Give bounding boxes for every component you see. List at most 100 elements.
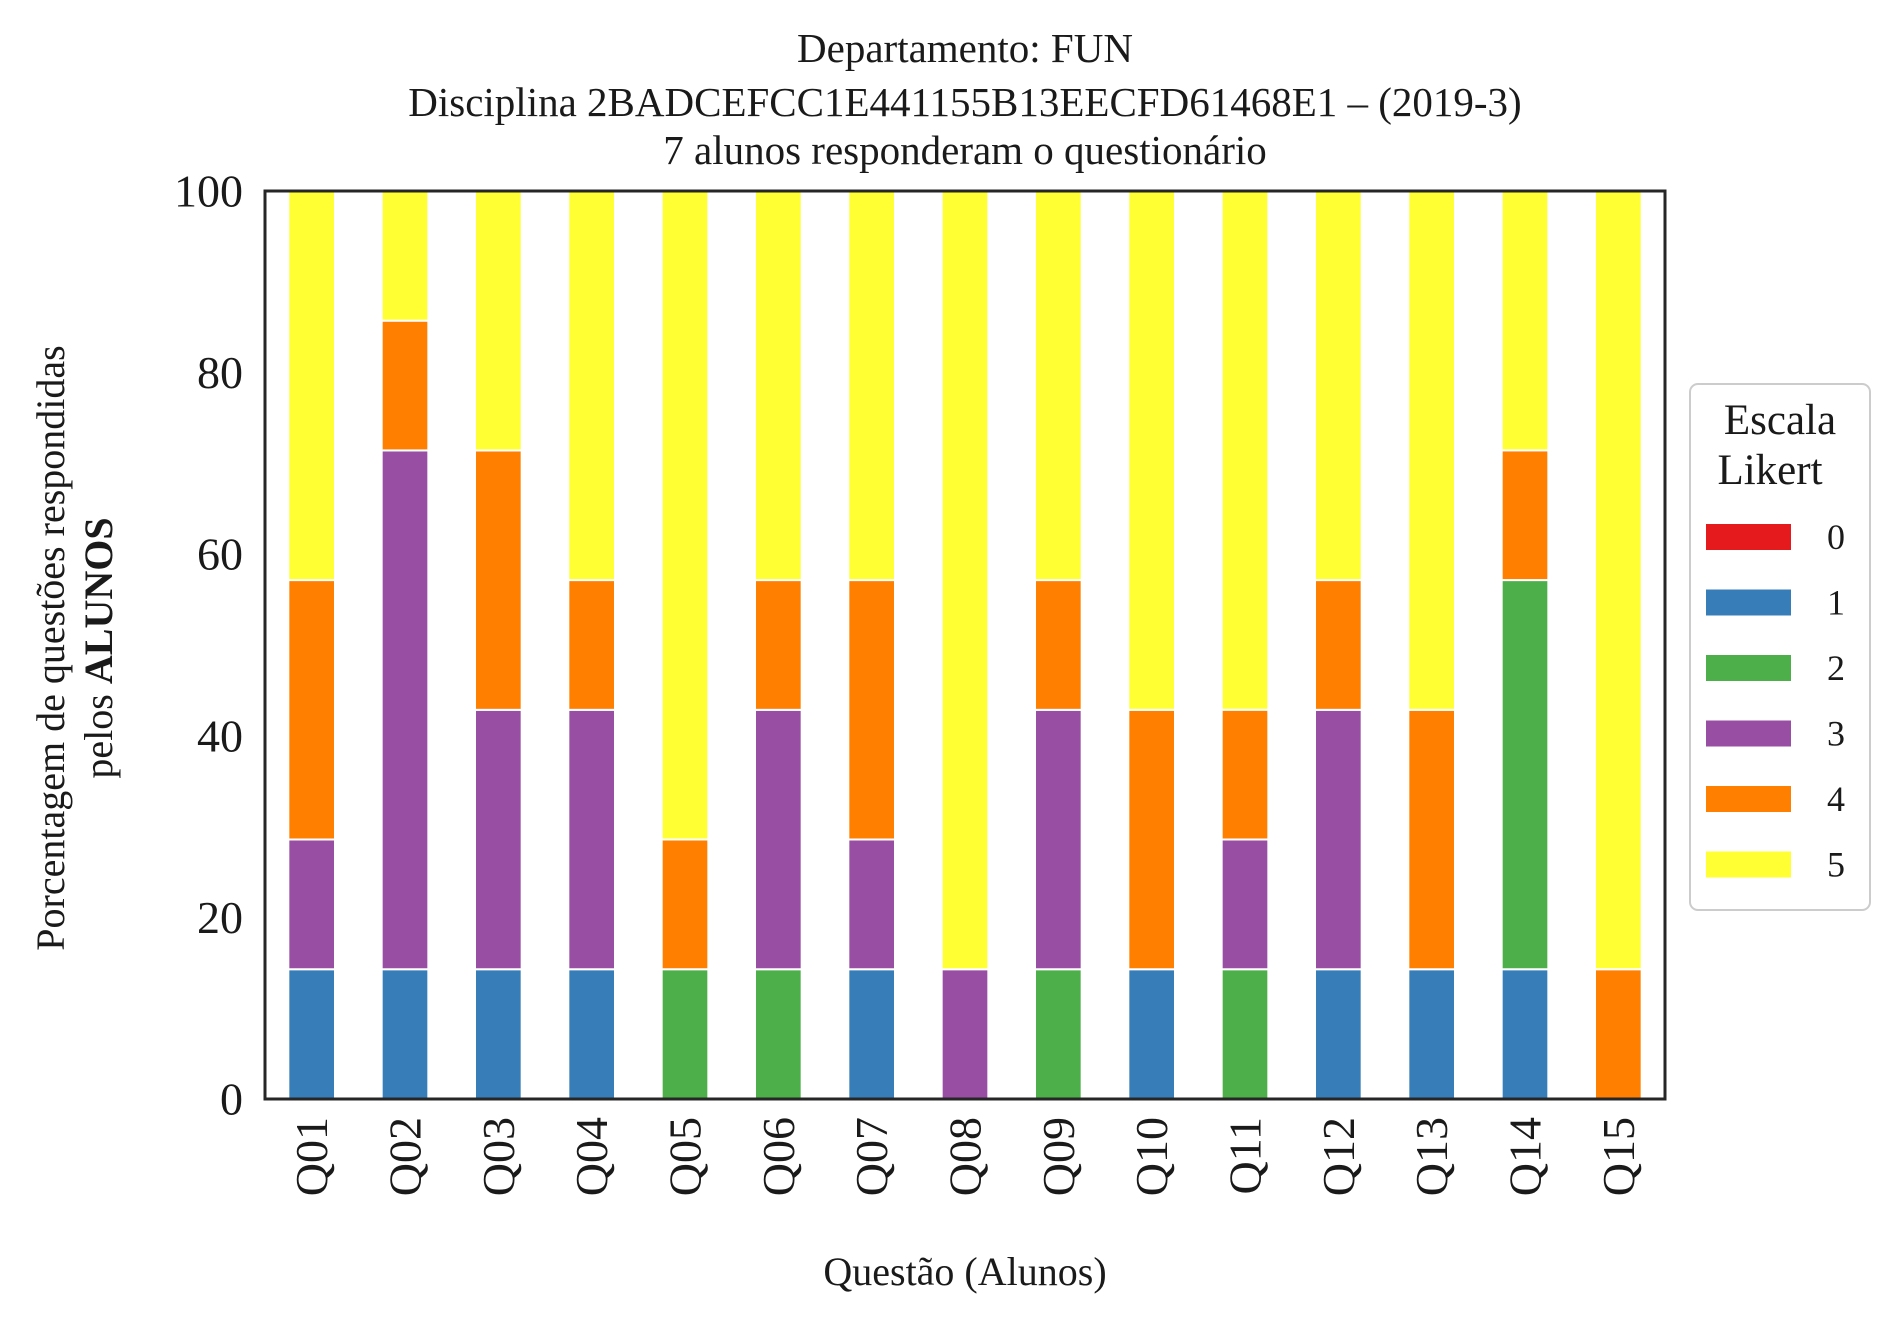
bar-segment-q08-likert-5 (940, 190, 990, 971)
legend-swatch-0 (1706, 524, 1791, 550)
y-axis-label: Porcentagem de questões respondidas pelo… (28, 345, 121, 950)
x-tick-label-q11: Q11 (1220, 1117, 1271, 1195)
bar-segment-q06-likert-2 (754, 968, 803, 1101)
x-tick-label-q02: Q02 (380, 1117, 431, 1196)
bar-segment-q02-likert-5 (380, 189, 430, 322)
bar-segment-q04-likert-1 (567, 968, 616, 1101)
bar-segment-q10-likert-4 (1127, 708, 1177, 971)
legend-label-5: 5 (1827, 845, 1845, 885)
bar-segment-q04-likert-3 (567, 708, 616, 971)
chart-title-line-2: Disciplina 2BADCEFCC1E441155B13EECFD6146… (408, 79, 1521, 125)
bar-segment-q14-likert-1 (1500, 968, 1550, 1101)
x-tick-label-q13: Q13 (1406, 1117, 1457, 1196)
bar-segment-q01-likert-1 (287, 968, 337, 1101)
bar-segment-q01-likert-4 (287, 579, 337, 841)
legend-items: 0 1 2 3 4 5 (1706, 517, 1845, 885)
bar-segment-q05-likert-4 (660, 838, 710, 971)
bar-segment-q12-likert-5 (1314, 189, 1363, 582)
bar-segment-q14-likert-5 (1500, 189, 1550, 452)
x-tick-label-q05: Q05 (660, 1117, 711, 1196)
x-tick-label-q10: Q10 (1126, 1117, 1177, 1196)
bar-segment-q11-likert-3 (1220, 838, 1270, 971)
y-tick-label-80: 80 (197, 347, 243, 398)
plot-area-frame (263, 189, 1667, 1101)
chart-title-line-1: Departamento: FUN (797, 25, 1133, 71)
bar-segment-q08-likert-3 (940, 968, 990, 1101)
y-axis-label-line-1: Porcentagem de questões respondidas (28, 345, 73, 950)
x-tick-label-q06: Q06 (753, 1117, 804, 1196)
bar-segment-q14-likert-4 (1500, 449, 1550, 582)
legend-swatch-3 (1706, 720, 1791, 747)
x-tick-label-q07: Q07 (846, 1117, 897, 1196)
bar-segment-q13-likert-4 (1407, 708, 1457, 971)
bar-segment-q11-likert-4 (1220, 708, 1270, 841)
y-axis-label-bold: ALUNOS (76, 517, 121, 684)
x-tick-label-q08: Q08 (940, 1117, 991, 1196)
bar-segment-q15-likert-5 (1594, 190, 1643, 971)
bar-segment-q06-likert-3 (754, 708, 803, 971)
y-tick-label-0: 0 (220, 1074, 243, 1125)
y-axis-label-line-2: pelos ALUNOS (76, 517, 121, 778)
legend-swatch-5 (1706, 851, 1791, 878)
bar-segment-q09-likert-2 (1034, 968, 1083, 1101)
bar-segment-q09-likert-5 (1034, 189, 1083, 582)
legend-label-1: 1 (1827, 583, 1845, 623)
bar-segment-q02-likert-4 (380, 319, 430, 452)
bar-segment-q07-likert-4 (847, 579, 896, 841)
bar-segment-q13-likert-5 (1407, 190, 1457, 711)
bar-segment-q03-likert-1 (474, 968, 523, 1101)
x-axis-label: Questão (Alunos) (823, 1249, 1106, 1294)
y-axis-ticks: 0 20 40 60 80 100 (174, 166, 243, 1125)
legend-label-3: 3 (1827, 714, 1845, 754)
bar-segment-q01-likert-3 (287, 838, 337, 971)
x-tick-label-q01: Q01 (286, 1117, 337, 1196)
x-axis-ticks: Q01 Q02 Q03 Q04 Q05 Q06 Q07 Q08 Q09 Q10 Q11 Q12 Q13 Q… (286, 1117, 1644, 1196)
bar-segment-q10-likert-1 (1127, 968, 1177, 1101)
legend-swatch-4 (1706, 786, 1791, 812)
bar-segment-q04-likert-5 (567, 189, 616, 582)
legend-label-2: 2 (1827, 648, 1845, 688)
bar-segment-q11-likert-5 (1220, 189, 1270, 711)
x-tick-label-q09: Q09 (1033, 1117, 1084, 1196)
bar-segment-q06-likert-4 (754, 579, 803, 711)
legend-swatch-1 (1706, 589, 1791, 616)
y-tick-label-40: 40 (197, 710, 243, 761)
bar-segment-q07-likert-1 (847, 968, 896, 1101)
bar-segment-q03-likert-5 (474, 190, 523, 452)
chart-title-line-3: 7 alunos responderam o questionário (663, 127, 1266, 173)
bar-segment-q13-likert-1 (1407, 968, 1457, 1101)
bar-segment-q07-likert-5 (847, 189, 896, 582)
bar-segment-q04-likert-4 (567, 579, 616, 711)
bar-segment-q05-likert-2 (660, 968, 710, 1101)
y-tick-label-100: 100 (174, 166, 243, 217)
legend-label-4: 4 (1827, 779, 1845, 819)
bar-segment-q02-likert-3 (380, 449, 430, 971)
x-tick-label-q15: Q15 (1593, 1117, 1644, 1196)
x-tick-label-q03: Q03 (473, 1117, 524, 1196)
bar-segment-q03-likert-4 (474, 449, 523, 711)
bar-segment-q01-likert-5 (287, 189, 337, 582)
y-tick-label-20: 20 (197, 892, 243, 943)
bar-segment-q09-likert-4 (1034, 579, 1083, 711)
bar-segment-q09-likert-3 (1034, 708, 1083, 971)
y-tick-label-60: 60 (197, 529, 243, 580)
bar-segment-q12-likert-4 (1314, 579, 1363, 711)
legend: Escala Likert 0 1 2 3 4 5 (1689, 383, 1871, 911)
x-tick-label-q04: Q04 (566, 1117, 617, 1196)
bar-segment-q07-likert-3 (847, 838, 896, 971)
bar-segment-q03-likert-3 (474, 708, 523, 971)
bar-segment-q11-likert-2 (1220, 968, 1270, 1101)
bars-group (287, 189, 1643, 1101)
bar-segment-q12-likert-1 (1314, 968, 1363, 1101)
y-axis-label-prefix: pelos (76, 684, 121, 778)
legend-box (1689, 383, 1871, 911)
bar-segment-q10-likert-5 (1127, 190, 1177, 711)
x-tick-label-q14: Q14 (1500, 1117, 1551, 1196)
bar-segment-q15-likert-4 (1594, 968, 1643, 1101)
legend-swatch-2 (1706, 655, 1791, 681)
bar-segment-q06-likert-5 (754, 189, 803, 582)
legend-title-line-2: Likert (1717, 447, 1822, 494)
bar-segment-q12-likert-3 (1314, 708, 1363, 971)
legend-title-line-1: Escala (1724, 397, 1836, 444)
